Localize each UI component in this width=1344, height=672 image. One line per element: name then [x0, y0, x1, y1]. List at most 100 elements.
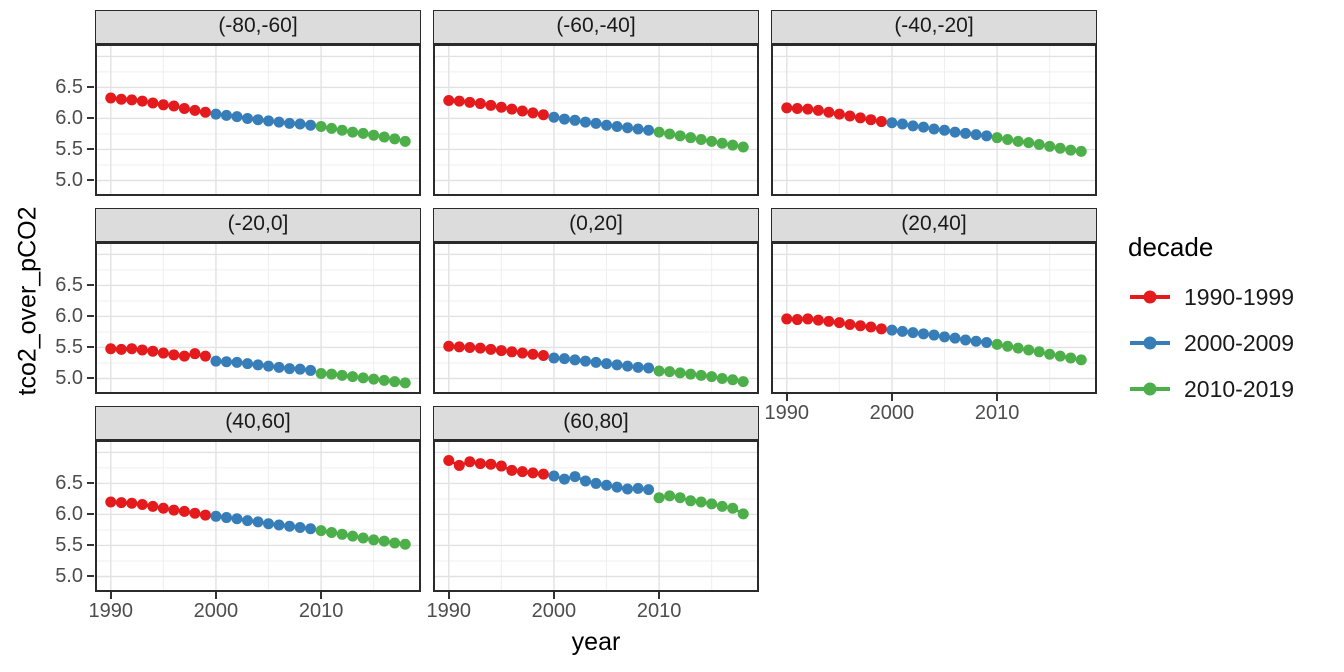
- data-point: [537, 468, 549, 480]
- facet-strip-label: (40,60]: [95, 406, 421, 440]
- legend: decade 1990-1999 2000-2009 2010-2019: [1128, 232, 1294, 422]
- data-point: [632, 123, 644, 135]
- data-point: [389, 133, 401, 145]
- data-point: [590, 117, 602, 129]
- data-point: [336, 369, 348, 381]
- data-point: [664, 366, 676, 378]
- data-point: [548, 470, 560, 482]
- y-tick-mark: [87, 315, 94, 318]
- data-point: [664, 128, 676, 140]
- facet-panel: [771, 44, 1097, 196]
- data-point: [527, 348, 539, 360]
- data-point: [399, 135, 411, 147]
- data-point: [802, 313, 814, 325]
- data-point: [284, 520, 296, 532]
- x-tick-mark: [552, 592, 555, 599]
- y-tick-label: 5.5: [55, 336, 83, 359]
- data-point: [495, 345, 507, 357]
- data-point: [115, 497, 127, 509]
- data-point: [315, 368, 327, 380]
- data-point: [917, 121, 929, 133]
- x-tick-label: 2010: [298, 600, 344, 622]
- data-point: [812, 104, 824, 116]
- data-point: [791, 314, 803, 326]
- data-point: [579, 355, 591, 367]
- facet-(60,80]: (60,80] 1990 2000 2010: [427, 406, 759, 622]
- data-point: [241, 358, 253, 370]
- data-point: [485, 458, 497, 470]
- legend-key-blue-icon: [1130, 336, 1170, 350]
- data-point: [611, 121, 623, 133]
- data-point: [326, 122, 338, 134]
- data-point: [506, 346, 518, 358]
- data-point: [939, 331, 951, 343]
- x-tick-label: 2000: [531, 600, 577, 622]
- data-point: [601, 358, 613, 370]
- data-point: [558, 113, 570, 125]
- facet-panel: [771, 242, 1097, 394]
- legend-item-1990-1999: 1990-1999: [1128, 284, 1294, 310]
- data-point: [495, 460, 507, 472]
- data-point: [252, 114, 264, 126]
- y-tick-mark: [87, 117, 94, 120]
- data-point: [643, 124, 655, 136]
- data-point: [643, 484, 655, 496]
- x-tick-mark: [658, 592, 661, 599]
- facet-panel: [433, 242, 759, 394]
- data-point: [231, 513, 243, 525]
- data-point: [273, 519, 285, 531]
- data-point: [399, 377, 411, 389]
- data-point: [812, 314, 824, 326]
- data-point: [1033, 139, 1045, 151]
- data-point: [875, 323, 887, 335]
- data-point: [917, 328, 929, 340]
- data-point: [781, 102, 793, 114]
- data-point: [147, 345, 159, 357]
- data-point: [611, 359, 623, 371]
- x-tick-mark: [890, 394, 893, 401]
- facet-panel: [433, 440, 759, 592]
- data-point: [378, 131, 390, 143]
- data-point: [685, 368, 697, 380]
- data-point: [791, 103, 803, 115]
- data-point: [357, 372, 369, 384]
- data-point: [368, 129, 380, 141]
- data-point: [347, 126, 359, 138]
- data-point: [1002, 134, 1014, 146]
- data-point: [136, 95, 148, 107]
- data-point: [970, 129, 982, 141]
- data-point: [611, 481, 623, 493]
- data-point: [991, 338, 1003, 350]
- data-point: [886, 324, 898, 336]
- legend-item-label: 2010-2019: [1184, 375, 1294, 402]
- data-point: [928, 123, 940, 135]
- data-point: [516, 105, 528, 117]
- data-point: [347, 530, 359, 542]
- data-point: [622, 122, 634, 134]
- data-point: [453, 95, 465, 107]
- data-point: [336, 528, 348, 540]
- data-point: [368, 534, 380, 546]
- legend-key-green-icon: [1130, 382, 1170, 396]
- data-point: [674, 130, 686, 142]
- data-point: [569, 471, 581, 483]
- data-point: [981, 337, 993, 349]
- data-point: [716, 137, 728, 149]
- data-point: [844, 319, 856, 331]
- y-tick-label: 5.0: [55, 169, 83, 192]
- data-point: [1044, 140, 1056, 152]
- data-point: [305, 364, 317, 376]
- data-point: [464, 341, 476, 353]
- y-tick-label: 6.0: [55, 305, 83, 328]
- data-point: [284, 363, 296, 375]
- y-tick-mark: [87, 482, 94, 485]
- x-tick-label: 1990: [764, 402, 810, 424]
- data-point: [928, 329, 940, 341]
- data-point: [443, 340, 455, 352]
- facet-strip-label: (0,20]: [433, 208, 759, 242]
- data-point: [189, 348, 201, 360]
- data-point: [886, 117, 898, 129]
- data-point: [378, 374, 390, 386]
- data-point: [664, 490, 676, 502]
